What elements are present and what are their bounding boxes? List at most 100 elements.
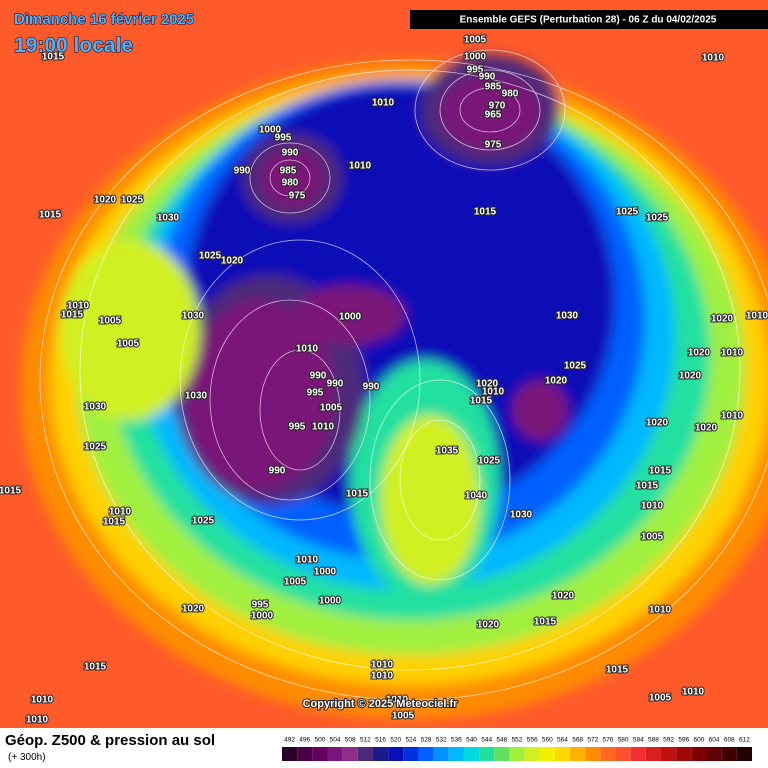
isobar-label: 1010	[349, 161, 372, 172]
isobar-label: 1010	[682, 687, 705, 698]
date-label: Dimanche 16 février 2025	[14, 11, 194, 28]
colorbar-swatch	[297, 747, 313, 761]
colorbar-swatch	[539, 747, 555, 761]
colorbar-swatch	[448, 747, 464, 761]
colorbar-label: 528	[421, 737, 432, 744]
isobar-label: 1010	[641, 501, 664, 512]
isobar-label: 1030	[510, 510, 533, 521]
footer-title: Géop. Z500 & pression au sol	[5, 732, 215, 749]
isobar-label: 1015	[0, 486, 22, 497]
isobar-label: 1025	[192, 516, 215, 527]
isobar-label: 990	[310, 371, 327, 382]
isobar-label: 985	[280, 166, 297, 177]
isobar-label: 970	[489, 101, 506, 112]
colorbar-label: 552	[512, 737, 523, 744]
isobar-label: 990	[282, 148, 299, 159]
isobar-label: 1015	[606, 665, 629, 676]
colorbar-swatch	[433, 747, 449, 761]
colorbar-swatch	[585, 747, 601, 761]
colorbar-swatch	[554, 747, 571, 761]
colorbar-swatch	[661, 747, 677, 761]
isobar-label: 1040	[465, 491, 488, 502]
colorbar-label: 508	[345, 737, 356, 744]
isobar-label: 1020	[552, 591, 575, 602]
isobar-label: 1010	[296, 344, 319, 355]
isobar-label: 1020	[679, 371, 702, 382]
isobar-label: 995	[275, 133, 292, 144]
colorbar-swatch	[342, 747, 358, 761]
isobar-label: 1020	[182, 604, 205, 615]
isobar-label: 1015	[84, 662, 107, 673]
colorbar-label: 516	[375, 737, 386, 744]
isobar-label: 1010	[649, 605, 672, 616]
colorbar-swatch	[403, 747, 419, 761]
isobar-label: 1015	[636, 481, 659, 492]
colorbar-label: 588	[648, 737, 659, 744]
isobar-label: 990	[234, 166, 251, 177]
isobar-label: 1020	[646, 418, 669, 429]
time-label: 19:00 locale	[14, 34, 133, 57]
isobar-label: 990	[327, 379, 344, 390]
isobar-label: 1010	[67, 301, 90, 312]
colorbar-label: 496	[299, 737, 310, 744]
colorbar-label: 544	[481, 737, 492, 744]
isobar-label: 995	[307, 388, 324, 399]
colorbar-label: 556	[527, 737, 538, 744]
isobar-label: 980	[502, 89, 519, 100]
colorbar-label: 540	[466, 737, 477, 744]
isobar-label: 965	[485, 110, 502, 121]
footer-lead: (+ 300h)	[8, 752, 46, 763]
isobar-label: 1010	[372, 98, 395, 109]
isobar-label: 1000	[259, 125, 282, 136]
isobar-label: 1010	[721, 411, 744, 422]
colorbar-swatch	[615, 747, 631, 761]
isobar-label: 1010	[721, 348, 744, 359]
colorbar-label: 592	[663, 737, 674, 744]
isobar-label: 995	[289, 422, 306, 433]
isobar-label: 1025	[199, 251, 222, 262]
colorbar-swatch	[388, 747, 404, 761]
colorbar-swatch	[372, 747, 389, 761]
colorbar-swatch	[494, 747, 510, 761]
colorbar-swatch	[509, 747, 525, 761]
isobar-label: 1010	[386, 695, 409, 706]
colorbar-swatch	[691, 747, 707, 761]
colorbar-label: 500	[314, 737, 325, 744]
colorbar-swatch	[312, 747, 328, 761]
colorbar-swatch	[721, 747, 737, 761]
isobar-label: 1010	[296, 555, 319, 566]
isobar-label: 990	[479, 72, 496, 83]
colorbar-label: 524	[405, 737, 416, 744]
isobar-label: 975	[289, 191, 306, 202]
colorbar-label: 512	[360, 737, 371, 744]
colorbar-label: 596	[678, 737, 689, 744]
colorbar: 492 496 500 504 508 512 516 520 524 528 532 536 540 5…	[282, 737, 752, 761]
colorbar-label: 600	[694, 737, 705, 744]
colorbar-swatch	[600, 747, 616, 761]
isobar-label: 1015	[346, 489, 369, 500]
isobar-label: 985	[485, 82, 502, 93]
isobar-label: 995	[467, 65, 484, 76]
colorbar-label: 520	[390, 737, 401, 744]
isobar-label: 995	[252, 600, 269, 611]
isobar-label: 1030	[157, 213, 180, 224]
isobar-label: 1020	[545, 376, 568, 387]
colorbar-label: 536	[451, 737, 462, 744]
isobar-label: 1005	[464, 35, 487, 46]
isobar-label: 1020	[94, 195, 117, 206]
colorbar-swatch	[418, 747, 434, 761]
isobar-labels: 1005100099599098598097096597510101010100…	[0, 34, 768, 727]
isobar-label: 990	[269, 466, 286, 477]
isobar-label: 1025	[616, 207, 639, 218]
colorbar-label: 504	[330, 737, 341, 744]
isobar-label: 1015	[103, 517, 126, 528]
isobar-label: 1015	[534, 617, 557, 628]
isobar-label: 1025	[646, 213, 669, 224]
isobar-label: 990	[363, 382, 380, 393]
isobar-label: 1030	[556, 311, 579, 322]
colorbar-label: 548	[496, 737, 507, 744]
run-banner	[410, 10, 768, 29]
colorbar-swatch	[524, 747, 540, 761]
isobar-label: 1010	[31, 695, 54, 706]
